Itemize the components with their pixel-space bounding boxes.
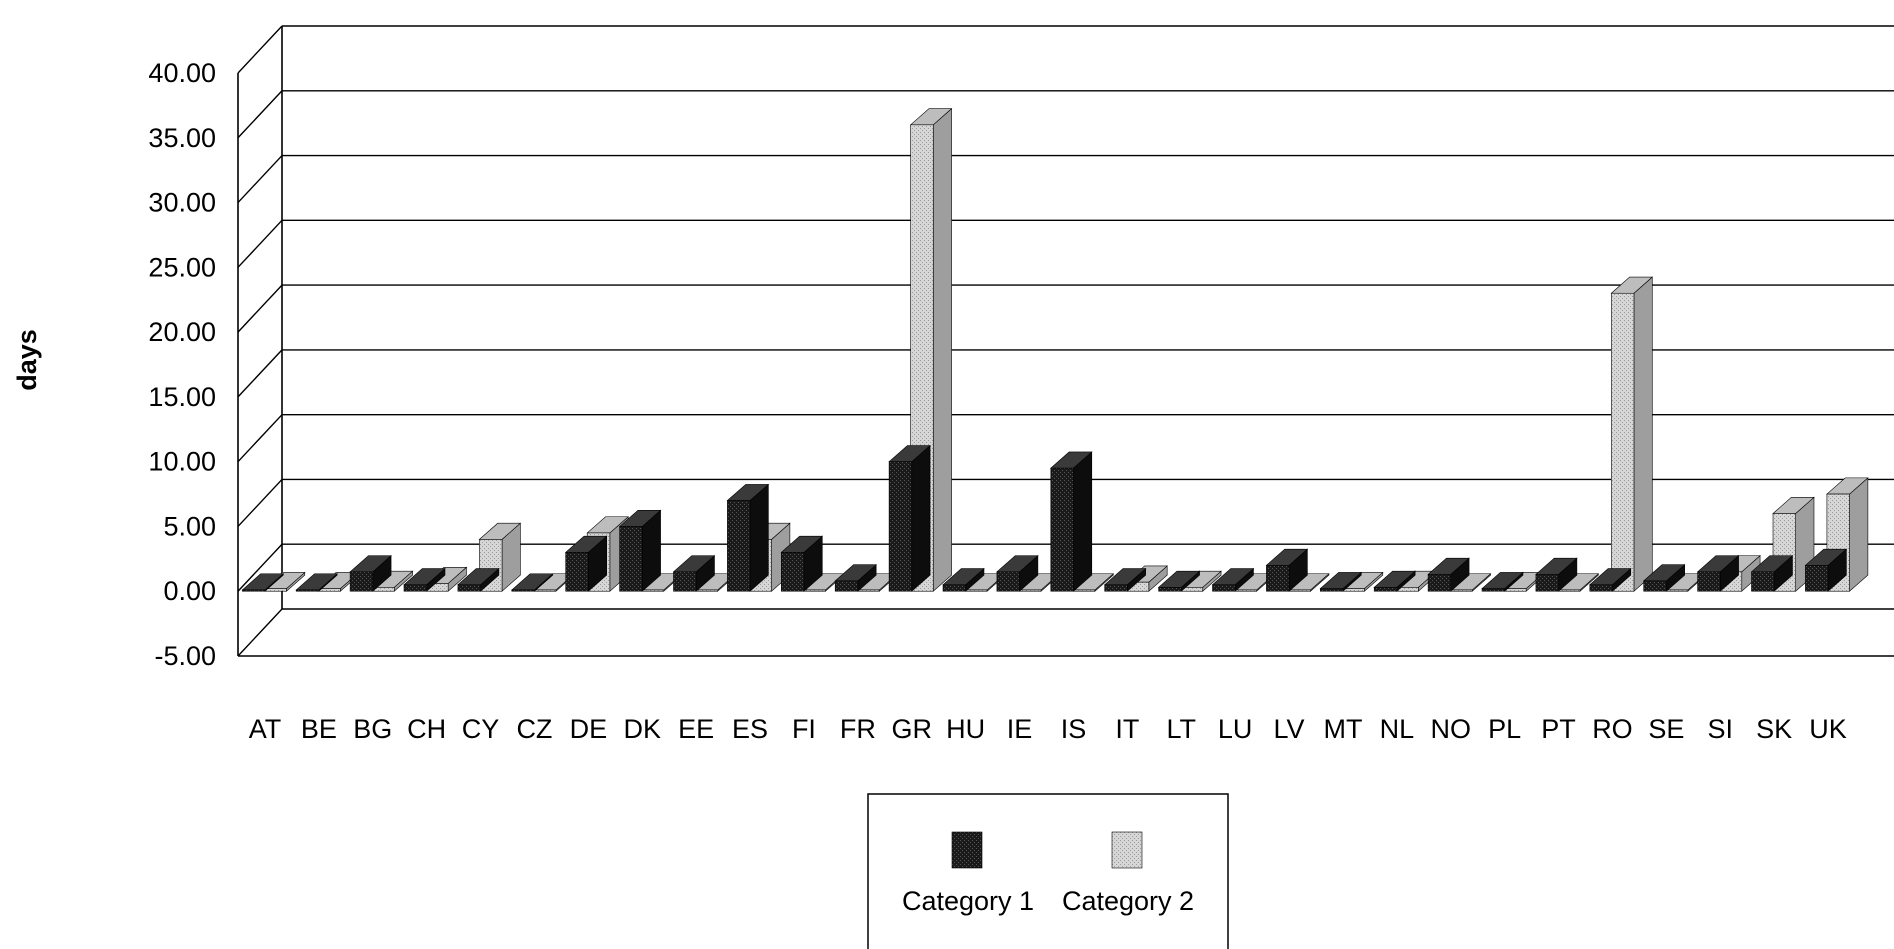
bar-1	[1050, 451, 1093, 592]
gridline-depth	[237, 219, 283, 268]
chart-legend: Category 1 Category 2	[867, 793, 1229, 949]
gridline-depth	[237, 608, 283, 657]
x-tick-label: RO	[1592, 714, 1633, 744]
gridline-depth	[237, 25, 283, 74]
legend-swatch	[1111, 831, 1143, 869]
x-tick-label: EE	[678, 714, 714, 744]
x-tick-label: IS	[1061, 714, 1087, 744]
bar-1	[1535, 557, 1578, 592]
y-tick-label: 30.00	[148, 188, 216, 218]
bar-1	[1157, 570, 1201, 592]
x-tick-label: SI	[1707, 714, 1733, 744]
x-tick-label: IE	[1007, 714, 1033, 744]
x-tick-label: DE	[570, 714, 608, 744]
x-tick-label: CY	[462, 714, 500, 744]
bar-2	[1610, 276, 1654, 592]
bar-1	[1804, 548, 1848, 592]
x-tick-label: SK	[1756, 714, 1792, 744]
x-tick-label: CH	[407, 714, 446, 744]
x-tick-label: PL	[1488, 714, 1521, 744]
x-tick-label: NL	[1380, 714, 1415, 744]
y-tick-label: 25.00	[148, 252, 216, 282]
bar-1	[1103, 567, 1147, 592]
x-tick-label: BE	[301, 714, 337, 744]
gridline-depth	[237, 90, 283, 139]
x-tick-label: BG	[353, 714, 392, 744]
bar-1	[403, 567, 446, 592]
bar-1	[1481, 571, 1524, 592]
bar-1	[511, 573, 554, 592]
y-tick-label: 0.00	[163, 576, 216, 606]
chart-bars	[241, 107, 1869, 592]
bar-1	[942, 567, 985, 592]
bar-1	[1642, 564, 1686, 592]
gridline-depth	[237, 478, 283, 527]
legend-label: Category 2	[1062, 886, 1194, 916]
gridline-depth	[237, 414, 283, 463]
x-tick-label: FR	[840, 714, 876, 744]
bar-1	[241, 573, 285, 592]
bar-1	[618, 509, 662, 592]
x-tick-label: LU	[1218, 714, 1253, 744]
gridline-depth	[237, 284, 283, 333]
bar-2	[1341, 571, 1384, 592]
legend-box	[867, 793, 1229, 949]
bar-1	[295, 573, 338, 592]
y-axis-label: days	[12, 329, 42, 391]
bar-1	[780, 535, 824, 592]
x-tick-label: DK	[623, 714, 661, 744]
gridline-depth	[237, 543, 283, 592]
bar-1	[1696, 554, 1740, 592]
bar-2	[478, 522, 522, 592]
y-tick-label: 10.00	[148, 447, 216, 477]
x-tick-label: IT	[1115, 714, 1139, 744]
x-tick-label: UK	[1809, 714, 1847, 744]
y-tick-label: 5.00	[163, 511, 216, 541]
bar-1	[457, 567, 500, 592]
x-tick-label: GR	[892, 714, 933, 744]
y-tick-label: 35.00	[148, 123, 216, 153]
x-tick-label: FI	[792, 714, 816, 744]
x-tick-label: LT	[1166, 714, 1196, 744]
bar-1	[888, 444, 931, 592]
legend-label: Category 1	[902, 886, 1034, 916]
bar-2	[1556, 573, 1600, 592]
bar-1	[1211, 567, 1255, 592]
bar-1	[1750, 554, 1794, 592]
bar-1	[726, 483, 770, 592]
x-tick-label: AT	[249, 714, 282, 744]
chart-labels: -5.00 0.00 5.00 10.00 15.00 20.00 25.00 30.00 35…	[12, 58, 1847, 744]
x-tick-label: PT	[1541, 714, 1576, 744]
y-tick-label: 20.00	[148, 317, 216, 347]
x-tick-label: NO	[1431, 714, 1472, 744]
y-tick-label: 40.00	[148, 58, 216, 88]
x-tick-label: ES	[732, 714, 768, 744]
bar-1	[672, 554, 716, 592]
x-tick-label: LV	[1274, 714, 1305, 744]
y-tick-label: 15.00	[148, 382, 216, 412]
x-tick-label: HU	[946, 714, 985, 744]
legend-swatch	[951, 831, 983, 869]
x-tick-label: MT	[1323, 714, 1362, 744]
bar-1	[349, 554, 392, 592]
bar-1	[1265, 548, 1309, 592]
bar-1	[1427, 557, 1470, 592]
y-tick-label: -5.00	[154, 641, 216, 671]
bar-2	[1287, 573, 1330, 592]
bar-1	[1589, 567, 1632, 592]
gridline-depth	[237, 349, 283, 398]
bar-1	[834, 564, 877, 592]
bar-1	[996, 554, 1039, 592]
bar-1	[564, 535, 608, 592]
bar-2	[1448, 573, 1492, 592]
x-tick-label: SE	[1648, 714, 1684, 744]
bar-1	[1373, 570, 1416, 592]
bar-1	[1319, 571, 1363, 592]
x-tick-label: CZ	[516, 714, 552, 744]
bar-2	[1071, 573, 1115, 592]
gridline-depth	[237, 155, 283, 204]
